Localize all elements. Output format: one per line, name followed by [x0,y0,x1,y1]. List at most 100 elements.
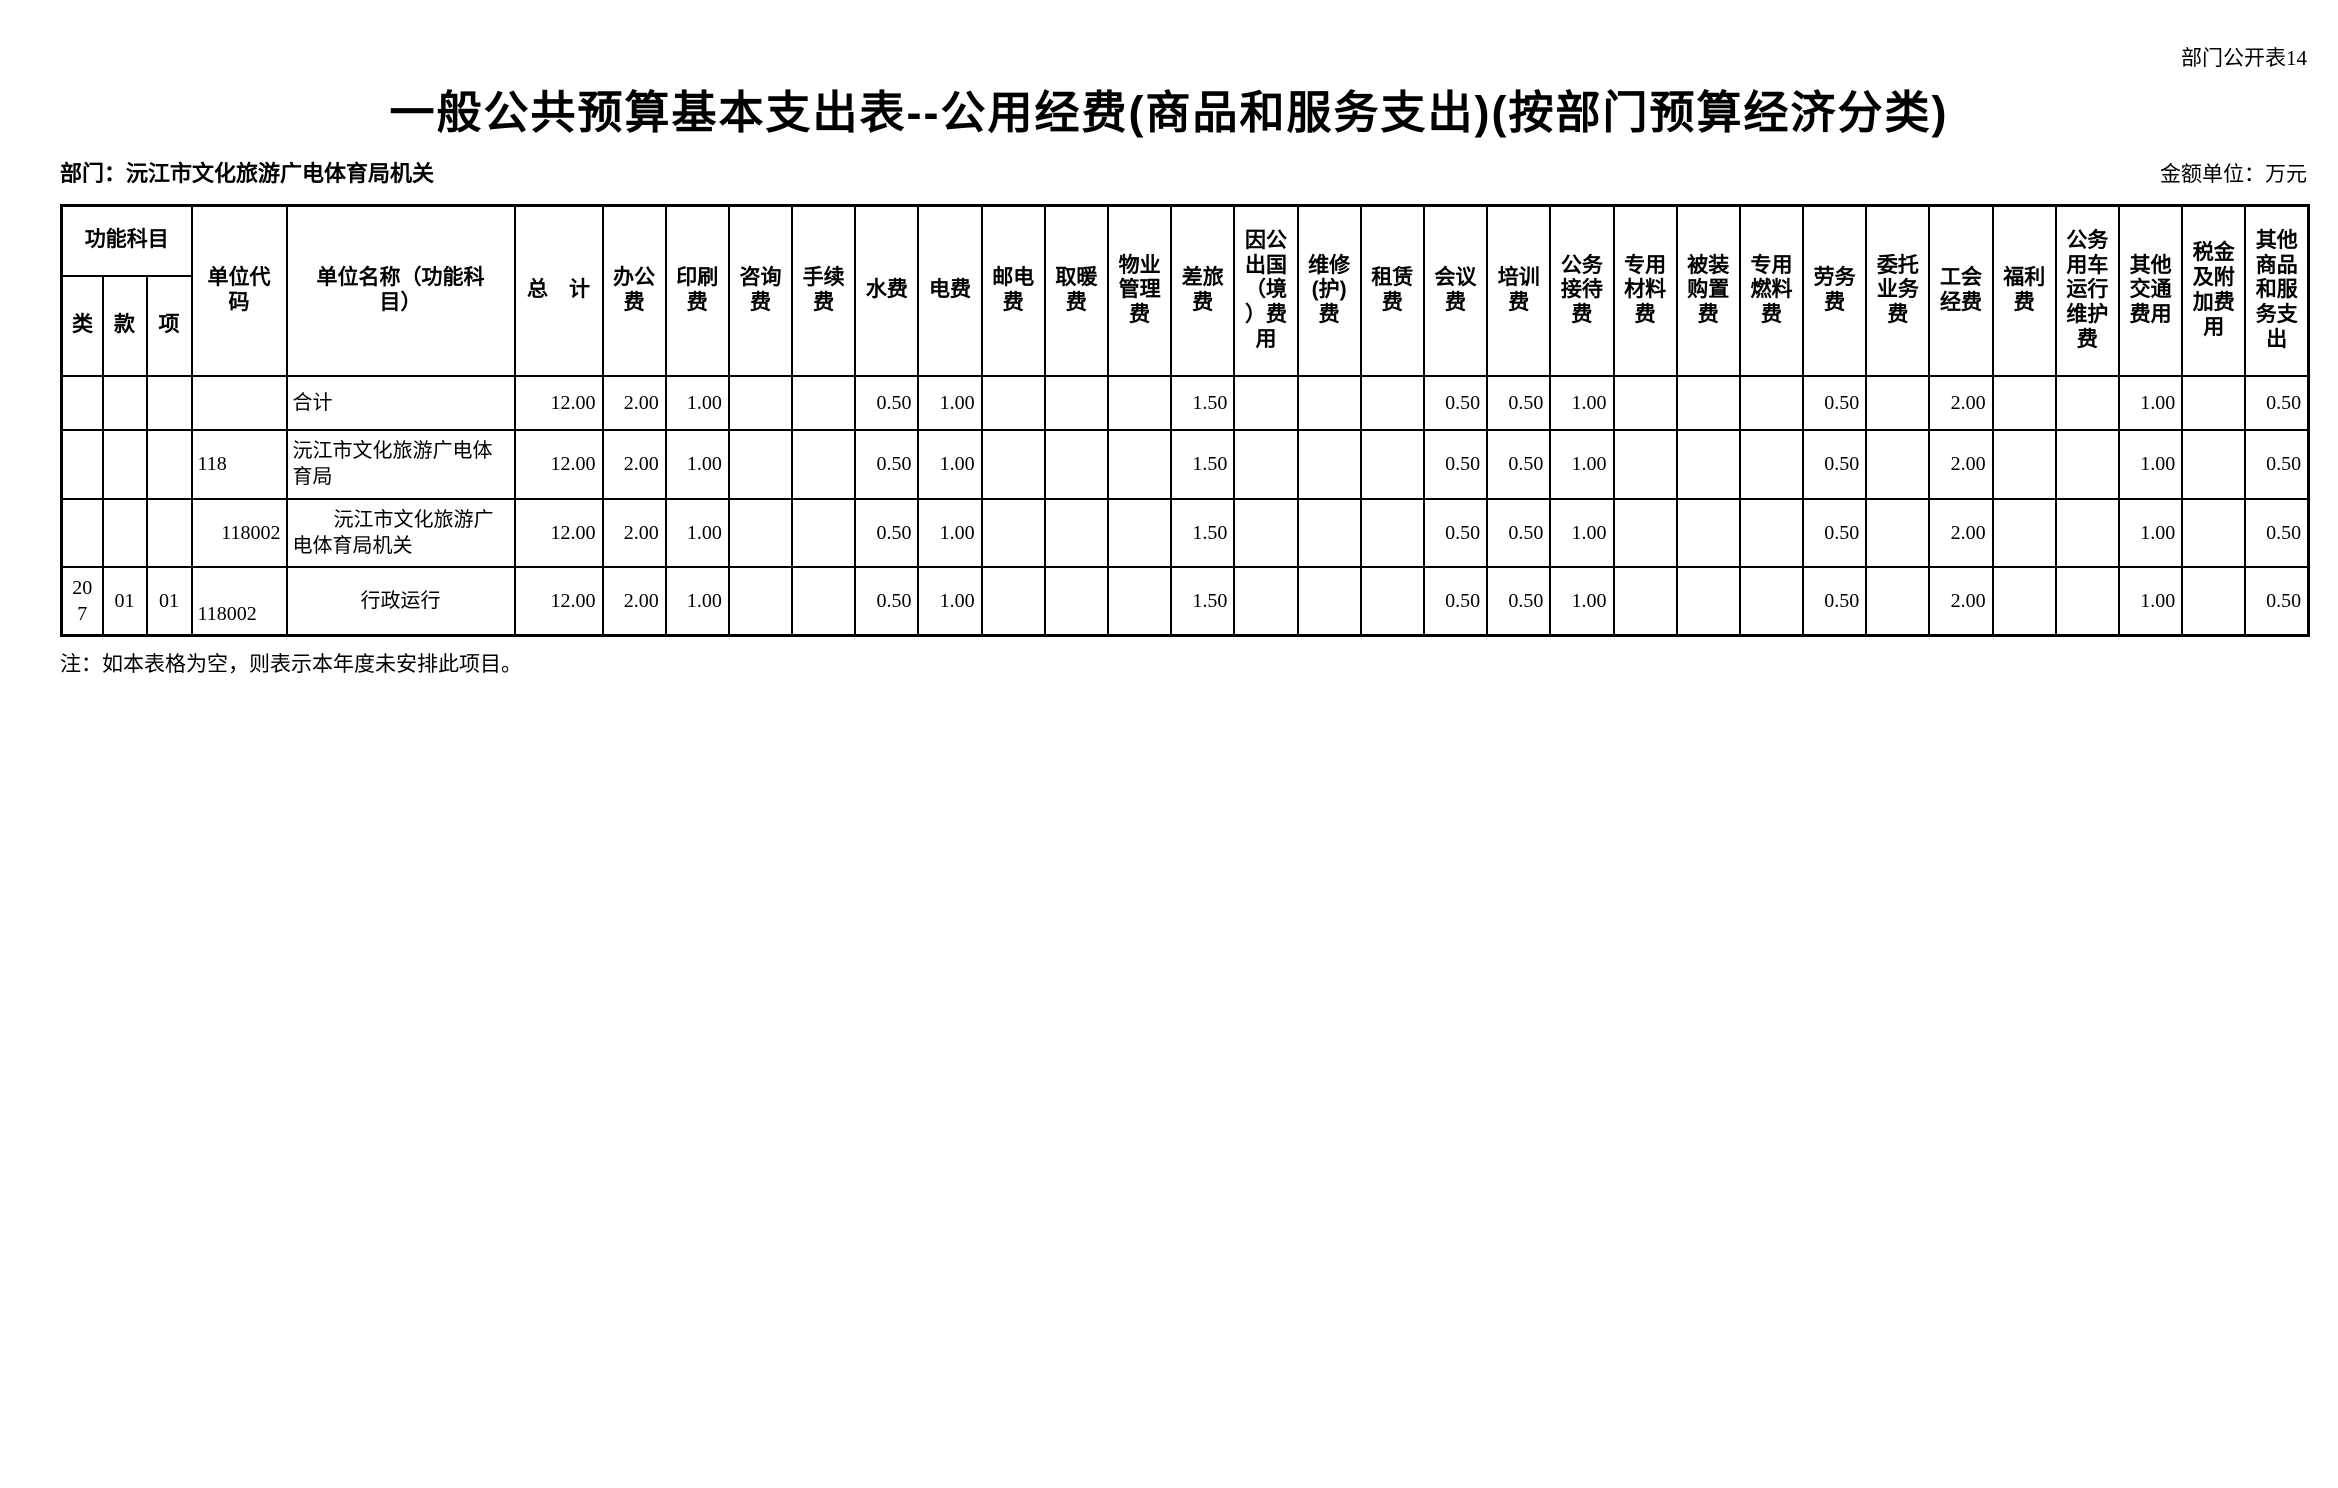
cell-value [980,374,1046,431]
header-fee-col: 福利费 [1991,204,2057,377]
cell-value: 1.00 [917,497,983,568]
header-fee-col: 电费 [917,204,983,377]
header-fee-col: 手续费 [791,204,857,377]
header-col-section: 款 [101,274,148,377]
cell-value [1675,428,1741,500]
cell-value [2181,428,2247,500]
header-fee-col: 物业管理费 [1107,204,1173,377]
cell-value [727,497,794,568]
cell-value [1107,374,1173,431]
cell-value: 0.50 [1802,565,1868,637]
table-row: 118002 沅江市文化旅游广电体育局机关 12.00 2.00 1.00 0.50 1.0… [60,497,2310,568]
cell-value [1675,565,1741,637]
cell-value [1233,565,1299,637]
header-fee-col: 因公出国（境）费用 [1233,204,1299,377]
cell-value [1612,428,1678,500]
cell-class [60,428,104,500]
cell-value [1738,374,1805,431]
cell-value: 1.00 [1549,428,1615,500]
cell-value: 12.00 [513,374,604,431]
header-fee-col: 培训费 [1486,204,1552,377]
header-fee-col: 被装购置费 [1675,204,1741,377]
cell-unit-code [190,374,288,431]
cell-value [1296,428,1362,500]
header-fee-col: 公务用车运行维护费 [2054,204,2121,377]
page-title: 一般公共预算基本支出表--公用经费(商品和服务支出)(按部门预算经济分类) [389,87,1949,138]
cell-value: 1.00 [917,374,983,431]
cell-class [60,374,104,431]
department-label: 部门：沅江市文化旅游广电体育局机关 [60,161,435,186]
cell-value: 1.00 [2118,374,2184,431]
cell-value [1107,497,1173,568]
cell-value [791,565,857,637]
header-fee-col: 劳务费 [1802,204,1868,377]
cell-value [2181,565,2247,637]
cell-value [1296,565,1362,637]
header-row-1: 功能科目 单位代码 单位名称（功能科目）总 计办公费 印刷费 咨询费 手续费 水费 电费 邮电费… [60,204,2310,377]
cell-value: 0.50 [854,565,920,637]
cell-value [1612,374,1678,431]
cell-value: 1.00 [2118,565,2184,637]
cell-value [1233,428,1299,500]
cell-value [1612,497,1678,568]
header-fee-col: 取暖费 [1043,204,1110,377]
cell-value: 2.00 [601,565,667,637]
cell-section [101,374,148,431]
cell-value [1991,497,2057,568]
header-fee-col: 专用燃料费 [1738,204,1805,377]
header-func-group: 功能科目 [60,204,193,277]
cell-value [1296,497,1362,568]
cell-value: 0.50 [2244,428,2310,500]
header-fee-col: 税金及附加费用 [2181,204,2247,377]
cell-value: 2.00 [1928,565,1994,637]
cell-value [1865,374,1931,431]
cell-item [145,428,193,500]
header-fee-col: 工会经费 [1928,204,1994,377]
header-fee-col: 租赁费 [1359,204,1425,377]
cell-value: 0.50 [1802,497,1868,568]
cell-value [727,428,794,500]
header-fee-col: 邮电费 [980,204,1046,377]
cell-value: 0.50 [1802,428,1868,500]
cell-item: 01 [145,565,193,637]
cell-value [1675,374,1741,431]
cell-value: 0.50 [1486,565,1552,637]
header-col-item: 项 [145,274,193,377]
cell-value [1043,497,1110,568]
cell-value [2054,374,2121,431]
cell-unit-name: 沅江市文化旅游广电体育局 [285,428,516,500]
header-fee-col: 水费 [854,204,920,377]
cell-value [727,374,794,431]
cell-unit-name: 行政运行 [285,565,516,637]
cell-value: 12.00 [513,565,604,637]
cell-value: 1.00 [664,428,730,500]
cell-value: 0.50 [854,428,920,500]
cell-item [145,374,193,431]
cell-value: 2.00 [1928,374,1994,431]
cell-value [980,428,1046,500]
cell-value: 1.00 [664,497,730,568]
cell-value: 0.50 [2244,374,2310,431]
header-fee-col: 公务接待费 [1549,204,1615,377]
cell-value [791,497,857,568]
header-fee-col: 其他商品和服务支出 [2244,204,2310,377]
cell-value [2054,565,2121,637]
cell-value: 0.50 [1802,374,1868,431]
cell-value: 1.00 [1549,497,1615,568]
cell-class [60,497,104,568]
cell-value [1991,428,2057,500]
cell-value: 0.50 [1486,428,1552,500]
cell-class: 207 [60,565,104,637]
cell-value: 0.50 [1422,497,1489,568]
cell-value [1043,428,1110,500]
cell-value [1991,565,2057,637]
cell-value [1991,374,2057,431]
header-fee-col: 会议费 [1422,204,1489,377]
header-fee-col: 咨询费 [727,204,794,377]
cell-value: 1.50 [1170,497,1236,568]
cell-section [101,497,148,568]
cell-value: 2.00 [601,428,667,500]
cell-value: 1.00 [2118,428,2184,500]
cell-value: 0.50 [2244,565,2310,637]
cell-value [2181,497,2247,568]
